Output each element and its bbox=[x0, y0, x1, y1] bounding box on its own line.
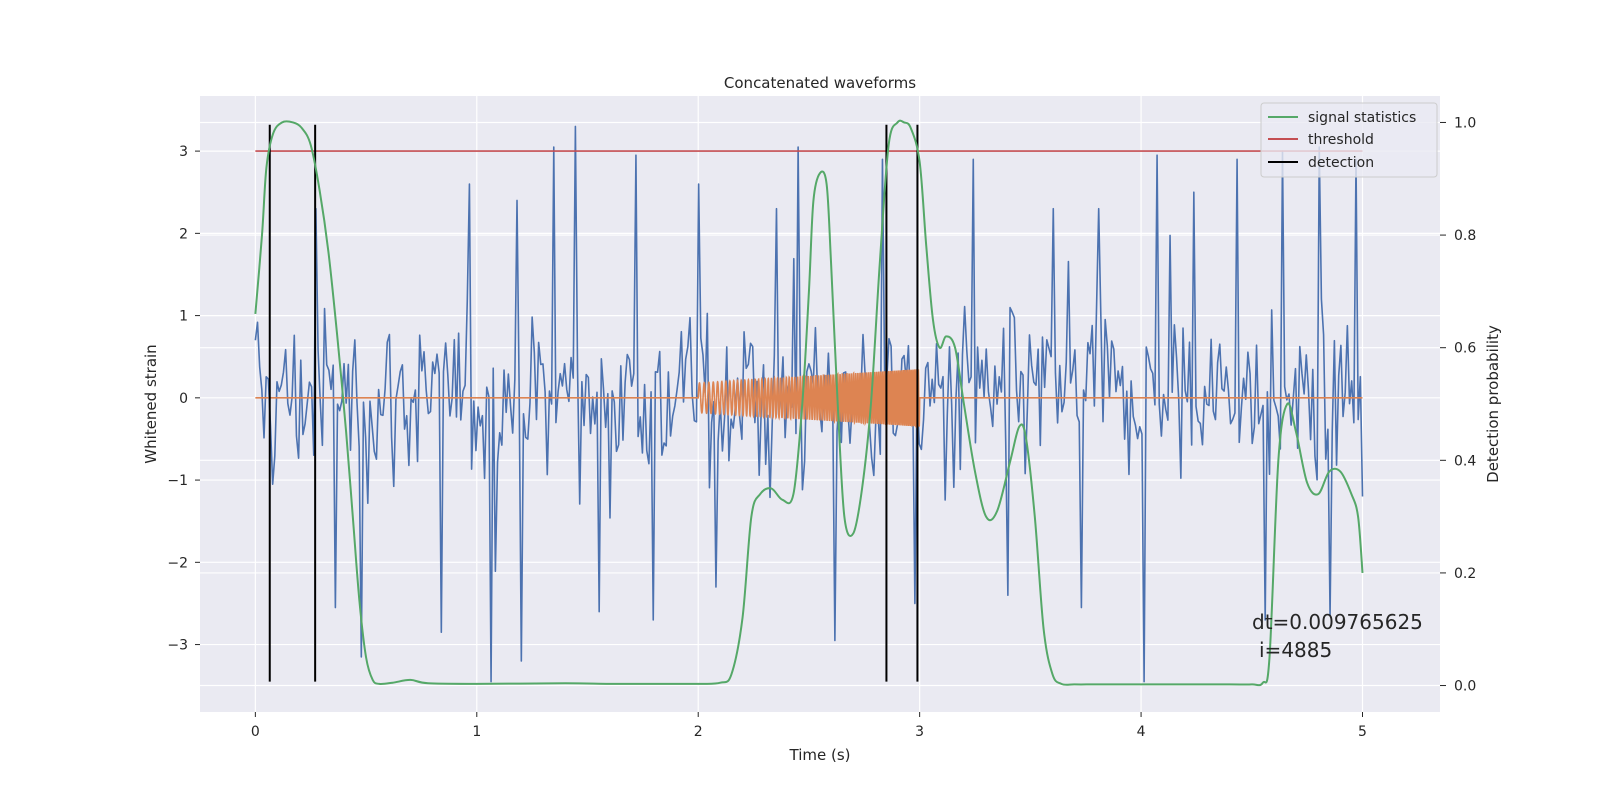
grid-secondary bbox=[200, 121, 1440, 687]
y2-tick-label: 0.6 bbox=[1454, 341, 1476, 357]
legend-label-threshold: threshold bbox=[1308, 132, 1374, 148]
x-tick-label: 0 bbox=[251, 724, 260, 740]
chirp-signal-series bbox=[255, 369, 1363, 429]
y-tick-label: 2 bbox=[179, 226, 188, 242]
y2-tick-label: 0.8 bbox=[1454, 228, 1476, 244]
y-tick-label: 0 bbox=[179, 391, 188, 407]
chart-title: Concatenated waveforms bbox=[724, 74, 916, 92]
detection-series bbox=[268, 124, 919, 682]
y2-axis-label: Detection probability bbox=[1484, 325, 1502, 483]
x-tick-label: 1 bbox=[472, 724, 481, 740]
strain-noise-line bbox=[254, 125, 1364, 683]
x-tick-label: 5 bbox=[1358, 724, 1367, 740]
chirp-signal-line bbox=[255, 369, 1363, 429]
y-tick-label: −2 bbox=[167, 555, 188, 571]
y-axis-label: Whitened strain bbox=[142, 344, 160, 463]
axis-ticks: 0 1 2 3 4 5 −3 −2 −1 0 1 2 3 0.0 0.2 0.4 0.6 0.8 1.0 bbox=[167, 115, 1476, 740]
legend: signal statistics threshold detection bbox=[1260, 102, 1438, 178]
y-tick-label: 3 bbox=[179, 144, 188, 160]
y2-tick-label: 1.0 bbox=[1454, 115, 1476, 131]
y-tick-label: −1 bbox=[167, 473, 188, 489]
x-tick-label: 3 bbox=[915, 724, 924, 740]
x-tick-label: 4 bbox=[1137, 724, 1146, 740]
y2-tick-label: 0.2 bbox=[1454, 566, 1476, 582]
annotation-dt: dt=0.009765625 bbox=[1252, 610, 1423, 634]
x-tick-label: 2 bbox=[694, 724, 703, 740]
signal-statistics-series bbox=[254, 119, 1364, 687]
signal-statistics-line bbox=[254, 119, 1364, 687]
y2-tick-label: 0.0 bbox=[1454, 679, 1476, 695]
strain-noise-series bbox=[254, 125, 1364, 683]
y-tick-label: 1 bbox=[179, 309, 188, 325]
y-tick-label: −3 bbox=[167, 638, 188, 654]
legend-label-detection: detection bbox=[1308, 155, 1374, 171]
y2-tick-label: 0.4 bbox=[1454, 453, 1476, 469]
legend-label-signal-statistics: signal statistics bbox=[1308, 110, 1416, 126]
annotation-index: i=4885 bbox=[1259, 638, 1332, 662]
x-axis-label: Time (s) bbox=[789, 746, 851, 764]
legend-frame bbox=[1260, 102, 1438, 178]
